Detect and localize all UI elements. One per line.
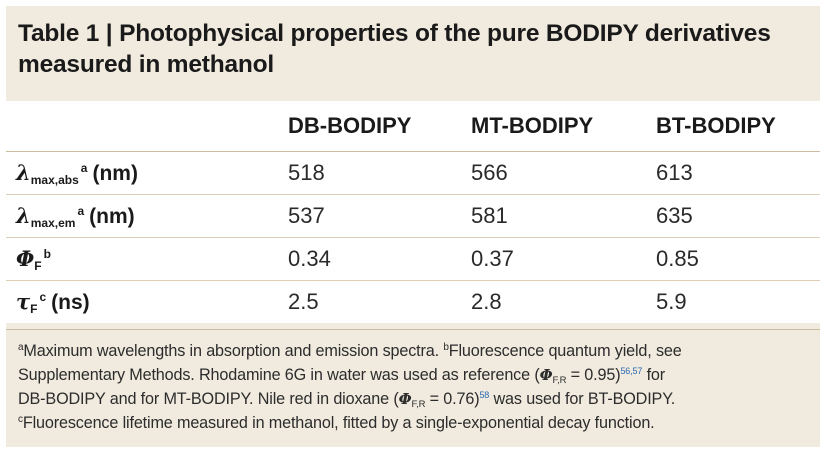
row-label: λmax,absa (nm): [6, 151, 288, 195]
row-label: λmax,ema (nm): [6, 194, 288, 238]
row-label: ΦFb: [6, 237, 288, 281]
table-footnotes: aMaximum wavelengths in absorption and e…: [6, 329, 820, 447]
column-header-bt-bodipy: BT-BODIPY: [656, 101, 820, 152]
table-row: ΦFb 0.34 0.37 0.85: [6, 237, 820, 281]
table-cell: 518: [288, 151, 471, 195]
row-label: τFc (ns): [6, 281, 288, 324]
table-cell: 581: [471, 194, 656, 238]
table-cell: 0.85: [656, 237, 820, 281]
table-cell: 0.34: [288, 237, 471, 281]
column-header-parameter: [6, 101, 288, 152]
table-row: τFc (ns) 2.5 2.8 5.9: [6, 281, 820, 324]
phi-subscript: F,R: [552, 375, 567, 386]
phi-symbol: Φ: [539, 366, 553, 384]
column-header-mt-bodipy: MT-BODIPY: [471, 101, 656, 152]
table-cell: 2.5: [288, 289, 319, 314]
table-header-row: DB-BODIPY MT-BODIPY BT-BODIPY: [6, 101, 820, 152]
table-cell: 537: [288, 194, 471, 238]
parameter-name: λmax,absa (nm): [16, 160, 138, 187]
reference-value: = 0.76): [425, 390, 480, 408]
table-cell: 5.9: [656, 289, 687, 314]
table-cell: 566: [471, 151, 656, 195]
table-cell: 635: [656, 194, 820, 238]
parameter-name: λmax,ema (nm): [16, 203, 135, 230]
footnote-line: Supplementary Methods. Rhodamine 6G in w…: [18, 363, 816, 387]
citation-link[interactable]: 58: [479, 390, 490, 400]
parameter-name: ΦFb: [16, 246, 51, 273]
reference-value: = 0.95): [566, 366, 621, 384]
phi-symbol: Φ: [398, 390, 412, 408]
footnote-line: cFluorescence lifetime measured in metha…: [18, 411, 816, 435]
footnote-c-text: Fluorescence lifetime measured in methan…: [22, 414, 655, 432]
table-row: λmax,ema (nm) 537 581 635: [6, 194, 820, 238]
footnote-line: DB-BODIPY and for MT-BODIPY. Nile red in…: [18, 387, 816, 411]
footnote-b-mark: b: [443, 342, 449, 353]
footnote-line: aMaximum wavelengths in absorption and e…: [18, 339, 816, 363]
footnote-a-text: Maximum wavelengths in absorption and em…: [23, 342, 439, 360]
properties-table: DB-BODIPY MT-BODIPY BT-BODIPY λmax,absa(…: [6, 101, 820, 323]
footnote-b-text: Fluorescence quantum yield, see: [448, 342, 682, 360]
table-cell: 2.8: [471, 289, 502, 314]
footnote-a-mark: a: [18, 342, 24, 353]
table-title: Table 1 | Photophysical properties of th…: [18, 20, 771, 78]
table-cell: 0.37: [471, 237, 656, 281]
footnote-b-text: DB-BODIPY and for MT-BODIPY. Nile red in…: [18, 390, 399, 408]
table-frame: Table 1 | Photophysical properties of th…: [6, 6, 820, 447]
footnote-b-text: Supplementary Methods. Rhodamine 6G in w…: [18, 366, 540, 384]
footnote-b-text: was used for BT-BODIPY.: [489, 390, 676, 408]
column-header-db-bodipy: DB-BODIPY: [288, 101, 471, 152]
footnote-c-mark: c: [18, 414, 23, 425]
table-cell: 613: [656, 151, 820, 195]
phi-subscript: F,R: [411, 399, 426, 410]
footnote-b-text: for: [642, 366, 666, 384]
table-row: λmax,absa (nm) 518 566 613: [6, 151, 820, 195]
citation-link[interactable]: 56,57: [620, 366, 643, 376]
parameter-name: τFc (ns): [16, 289, 90, 316]
